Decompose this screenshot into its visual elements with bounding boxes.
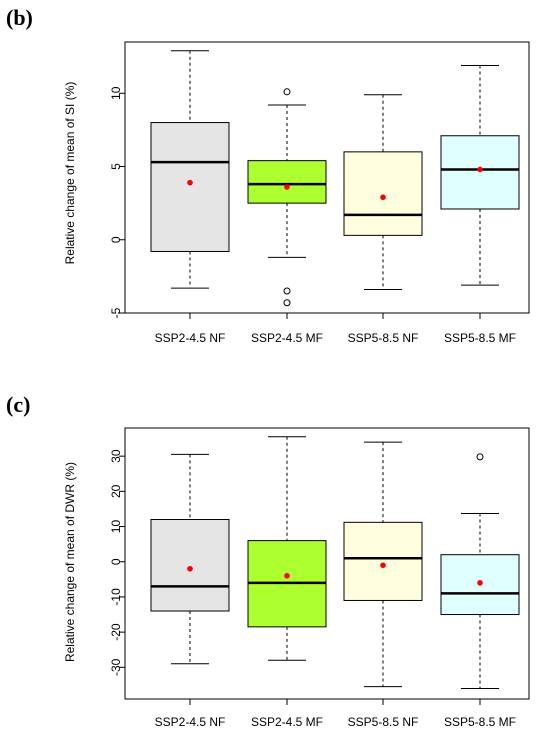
y-tick-label: 10 — [109, 520, 123, 534]
x-category-label: SSP5-8.5 MF — [444, 331, 516, 345]
y-tick-label: -30 — [109, 658, 123, 676]
mean-point — [477, 580, 483, 586]
x-category-label: SSP5-8.5 MF — [444, 715, 516, 729]
y-tick-label: 0 — [109, 236, 123, 243]
panel-b: (b) Relative change of mean of SI (%) -5… — [6, 5, 530, 345]
panel-c: (c) Relative change of mean of DWR (%) -… — [6, 392, 530, 729]
x-category-label: SSP5-8.5 NF — [348, 331, 419, 345]
outlier-point — [283, 287, 291, 295]
mean-point — [284, 184, 290, 190]
plot-area-c: -30 -20 -10 0 10 20 30 SSP2-4.5 NF SSP2-4.5 MF SS… — [109, 436, 520, 729]
x-category-label: SSP2-4.5 MF — [251, 331, 323, 345]
mean-point — [284, 573, 290, 579]
y-tick-label: 5 — [109, 163, 123, 170]
plot-area-b: -5 0 5 10 SSP2-4.5 NF SSP2-4.5 MF SSP5-8.5 NF S… — [109, 50, 520, 345]
x-category-label: SSP2-4.5 MF — [251, 715, 323, 729]
box — [343, 521, 423, 601]
y-tick-label: -10 — [109, 588, 123, 606]
panel-label-b: (b) — [6, 5, 33, 30]
y-tick-label: 0 — [109, 558, 123, 565]
y-tick-label: 10 — [109, 86, 123, 100]
x-category-label: SSP2-4.5 NF — [155, 331, 226, 345]
box — [440, 135, 520, 210]
x-category-label: SSP5-8.5 NF — [348, 715, 419, 729]
box — [150, 519, 230, 612]
y-tick-label: 30 — [109, 449, 123, 463]
y-axis-title-dwr: Relative change of mean of DWR (%) — [63, 462, 77, 662]
box — [247, 160, 327, 204]
mean-point — [380, 194, 386, 201]
box — [343, 151, 423, 236]
box — [150, 122, 230, 252]
y-tick-label: -20 — [109, 623, 123, 641]
y-tick-label: 20 — [109, 484, 123, 498]
mean-point — [187, 565, 193, 572]
outlier-point — [283, 299, 291, 307]
y-tick-label: -5 — [109, 307, 123, 318]
outlier-point — [476, 453, 484, 461]
mean-point — [187, 179, 193, 186]
panel-label-c: (c) — [6, 392, 30, 417]
outlier-point — [283, 88, 291, 96]
plot-frame-c — [124, 427, 530, 700]
y-axis-title-si: Relative change of mean of SI (%) — [63, 82, 77, 265]
plot-frame-b — [124, 41, 530, 314]
mean-point — [380, 562, 386, 569]
mean-point — [477, 166, 483, 173]
x-category-label: SSP2-4.5 NF — [155, 715, 226, 729]
